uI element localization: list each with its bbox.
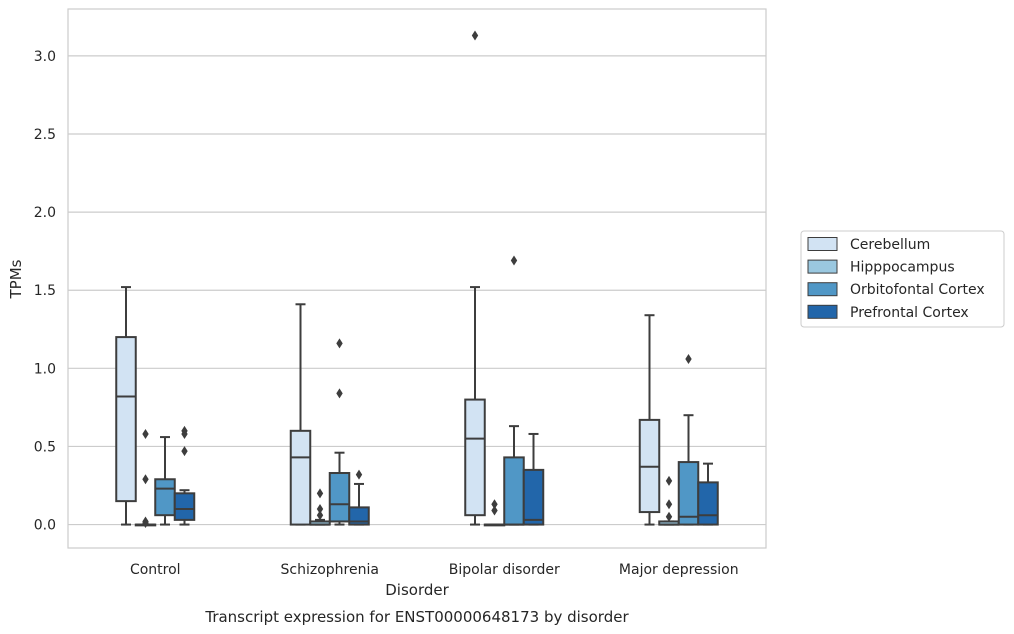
box-hipppocampus [483, 499, 506, 527]
x-tick-labels: Control Schizophrenia Bipolar disorder Majo… [130, 562, 739, 578]
box-iqr [697, 481, 719, 526]
legend-label: Cerebellum [850, 237, 930, 253]
y-axis-title: TPMs [7, 259, 25, 299]
outlier-point [491, 505, 498, 516]
y-tick-label: 0.5 [34, 439, 56, 455]
box-hipppocampus [658, 475, 680, 526]
box-cerebellum [638, 314, 661, 526]
outlier-point [336, 338, 343, 349]
x-tick-label: Schizophrenia [281, 562, 379, 578]
y-tick-label: 1.5 [34, 283, 56, 299]
outlier-point [510, 255, 518, 266]
outlier-point [471, 30, 479, 41]
outlier-point [142, 518, 149, 529]
outlier-point [316, 510, 324, 521]
legend-swatch [807, 304, 838, 319]
legend-swatch [807, 282, 838, 297]
y-tick-label: 1.0 [34, 361, 56, 377]
plot-area [68, 9, 766, 548]
box-iqr [522, 468, 545, 526]
chart-title: Transcript expression for ENST0000064817… [204, 608, 629, 626]
y-tick-label: 2.0 [34, 205, 56, 221]
box-iqr [115, 336, 137, 503]
outlier-point [142, 474, 149, 485]
box-hipppocampus [134, 428, 157, 529]
box-prefrontal-cortex [173, 425, 196, 526]
x-axis-title: Disorder [385, 581, 449, 599]
box-iqr [348, 506, 370, 526]
outlier-point [355, 469, 363, 480]
legend: Cerebellum Hipppocampus Orbitofontal Corte… [800, 230, 1005, 328]
box-iqr [289, 429, 312, 526]
x-tick-label: Major depression [619, 562, 739, 578]
legend-swatch [807, 259, 838, 274]
box-iqr [154, 478, 176, 517]
y-tick-labels: 0.0 0.5 1.0 1.5 2.0 2.5 3.0 [34, 49, 56, 534]
y-tick-label: 3.0 [34, 49, 56, 65]
outlier-point [316, 488, 324, 499]
box-iqr [677, 461, 700, 526]
y-tick-label: 0.0 [34, 518, 56, 534]
legend-label: Prefrontal Cortex [850, 305, 969, 321]
box-iqr [503, 456, 525, 526]
box-iqr [464, 398, 486, 517]
outlier-point [181, 446, 188, 457]
box-orbitofontal-cortex [154, 436, 176, 526]
box-prefrontal-cortex [348, 469, 370, 526]
box-cerebellum [115, 286, 137, 526]
box-cerebellum [464, 30, 486, 526]
legend-swatch [807, 237, 838, 251]
outlier-point [181, 428, 188, 439]
box-prefrontal-cortex [522, 432, 545, 526]
legend-label: Hipppocampus [850, 260, 955, 276]
outlier-point [685, 353, 692, 364]
box-orbitofontal-cortex [328, 338, 351, 526]
outlier-point [665, 475, 673, 486]
x-tick-label: Bipolar disorder [449, 562, 560, 578]
box-iqr [173, 492, 196, 521]
legend-label: Orbitofontal Cortex [850, 282, 985, 298]
box-cerebellum [289, 303, 312, 526]
box-iqr [328, 472, 351, 523]
x-tick-label: Control [130, 562, 181, 578]
outlier-point [665, 511, 673, 522]
legend-frame [800, 230, 1005, 328]
y-tick-label: 2.5 [34, 127, 56, 143]
box-hipppocampus [309, 488, 331, 526]
plot-frame [67, 8, 767, 549]
outlier-point [336, 388, 343, 399]
boxes [115, 30, 719, 529]
outlier-point [316, 503, 324, 514]
outlier-point [491, 499, 498, 510]
outlier-point [665, 499, 673, 510]
box-prefrontal-cortex [697, 462, 719, 526]
outlier-point [142, 428, 149, 439]
